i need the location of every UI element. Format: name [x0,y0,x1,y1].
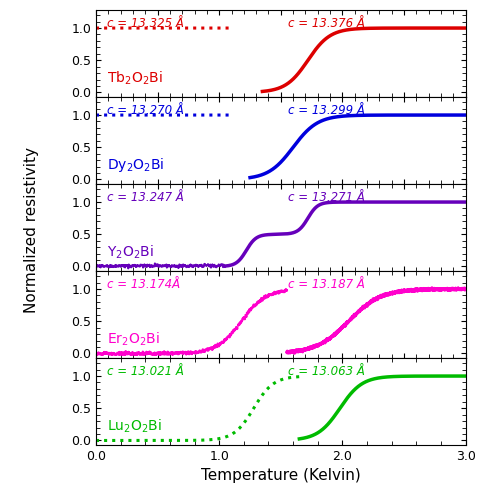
Text: c = 13.187 Å: c = 13.187 Å [288,278,365,291]
Text: c = 13.325 Å: c = 13.325 Å [107,17,184,30]
Text: c = 13.271 Å: c = 13.271 Å [288,191,365,204]
Text: Normalized resistivity: Normalized resistivity [24,147,39,313]
Text: Dy$_2$O$_2$Bi: Dy$_2$O$_2$Bi [107,156,165,174]
Text: c = 13.174Å: c = 13.174Å [107,278,180,291]
X-axis label: Temperature (Kelvin): Temperature (Kelvin) [201,468,360,483]
Text: Lu$_2$O$_2$Bi: Lu$_2$O$_2$Bi [107,417,162,434]
Text: c = 13.247 Å: c = 13.247 Å [107,191,184,204]
Text: c = 13.063 Å: c = 13.063 Å [288,365,365,378]
Text: c = 13.021 Å: c = 13.021 Å [107,365,184,378]
Text: Tb$_2$O$_2$Bi: Tb$_2$O$_2$Bi [107,69,163,86]
Text: Y$_2$O$_2$Bi: Y$_2$O$_2$Bi [107,243,154,260]
Text: c = 13.270 Å: c = 13.270 Å [107,104,184,117]
Text: Er$_2$O$_2$Bi: Er$_2$O$_2$Bi [107,330,160,347]
Text: c = 13.299 Å: c = 13.299 Å [288,104,365,117]
Text: c = 13.376 Å: c = 13.376 Å [288,17,365,30]
